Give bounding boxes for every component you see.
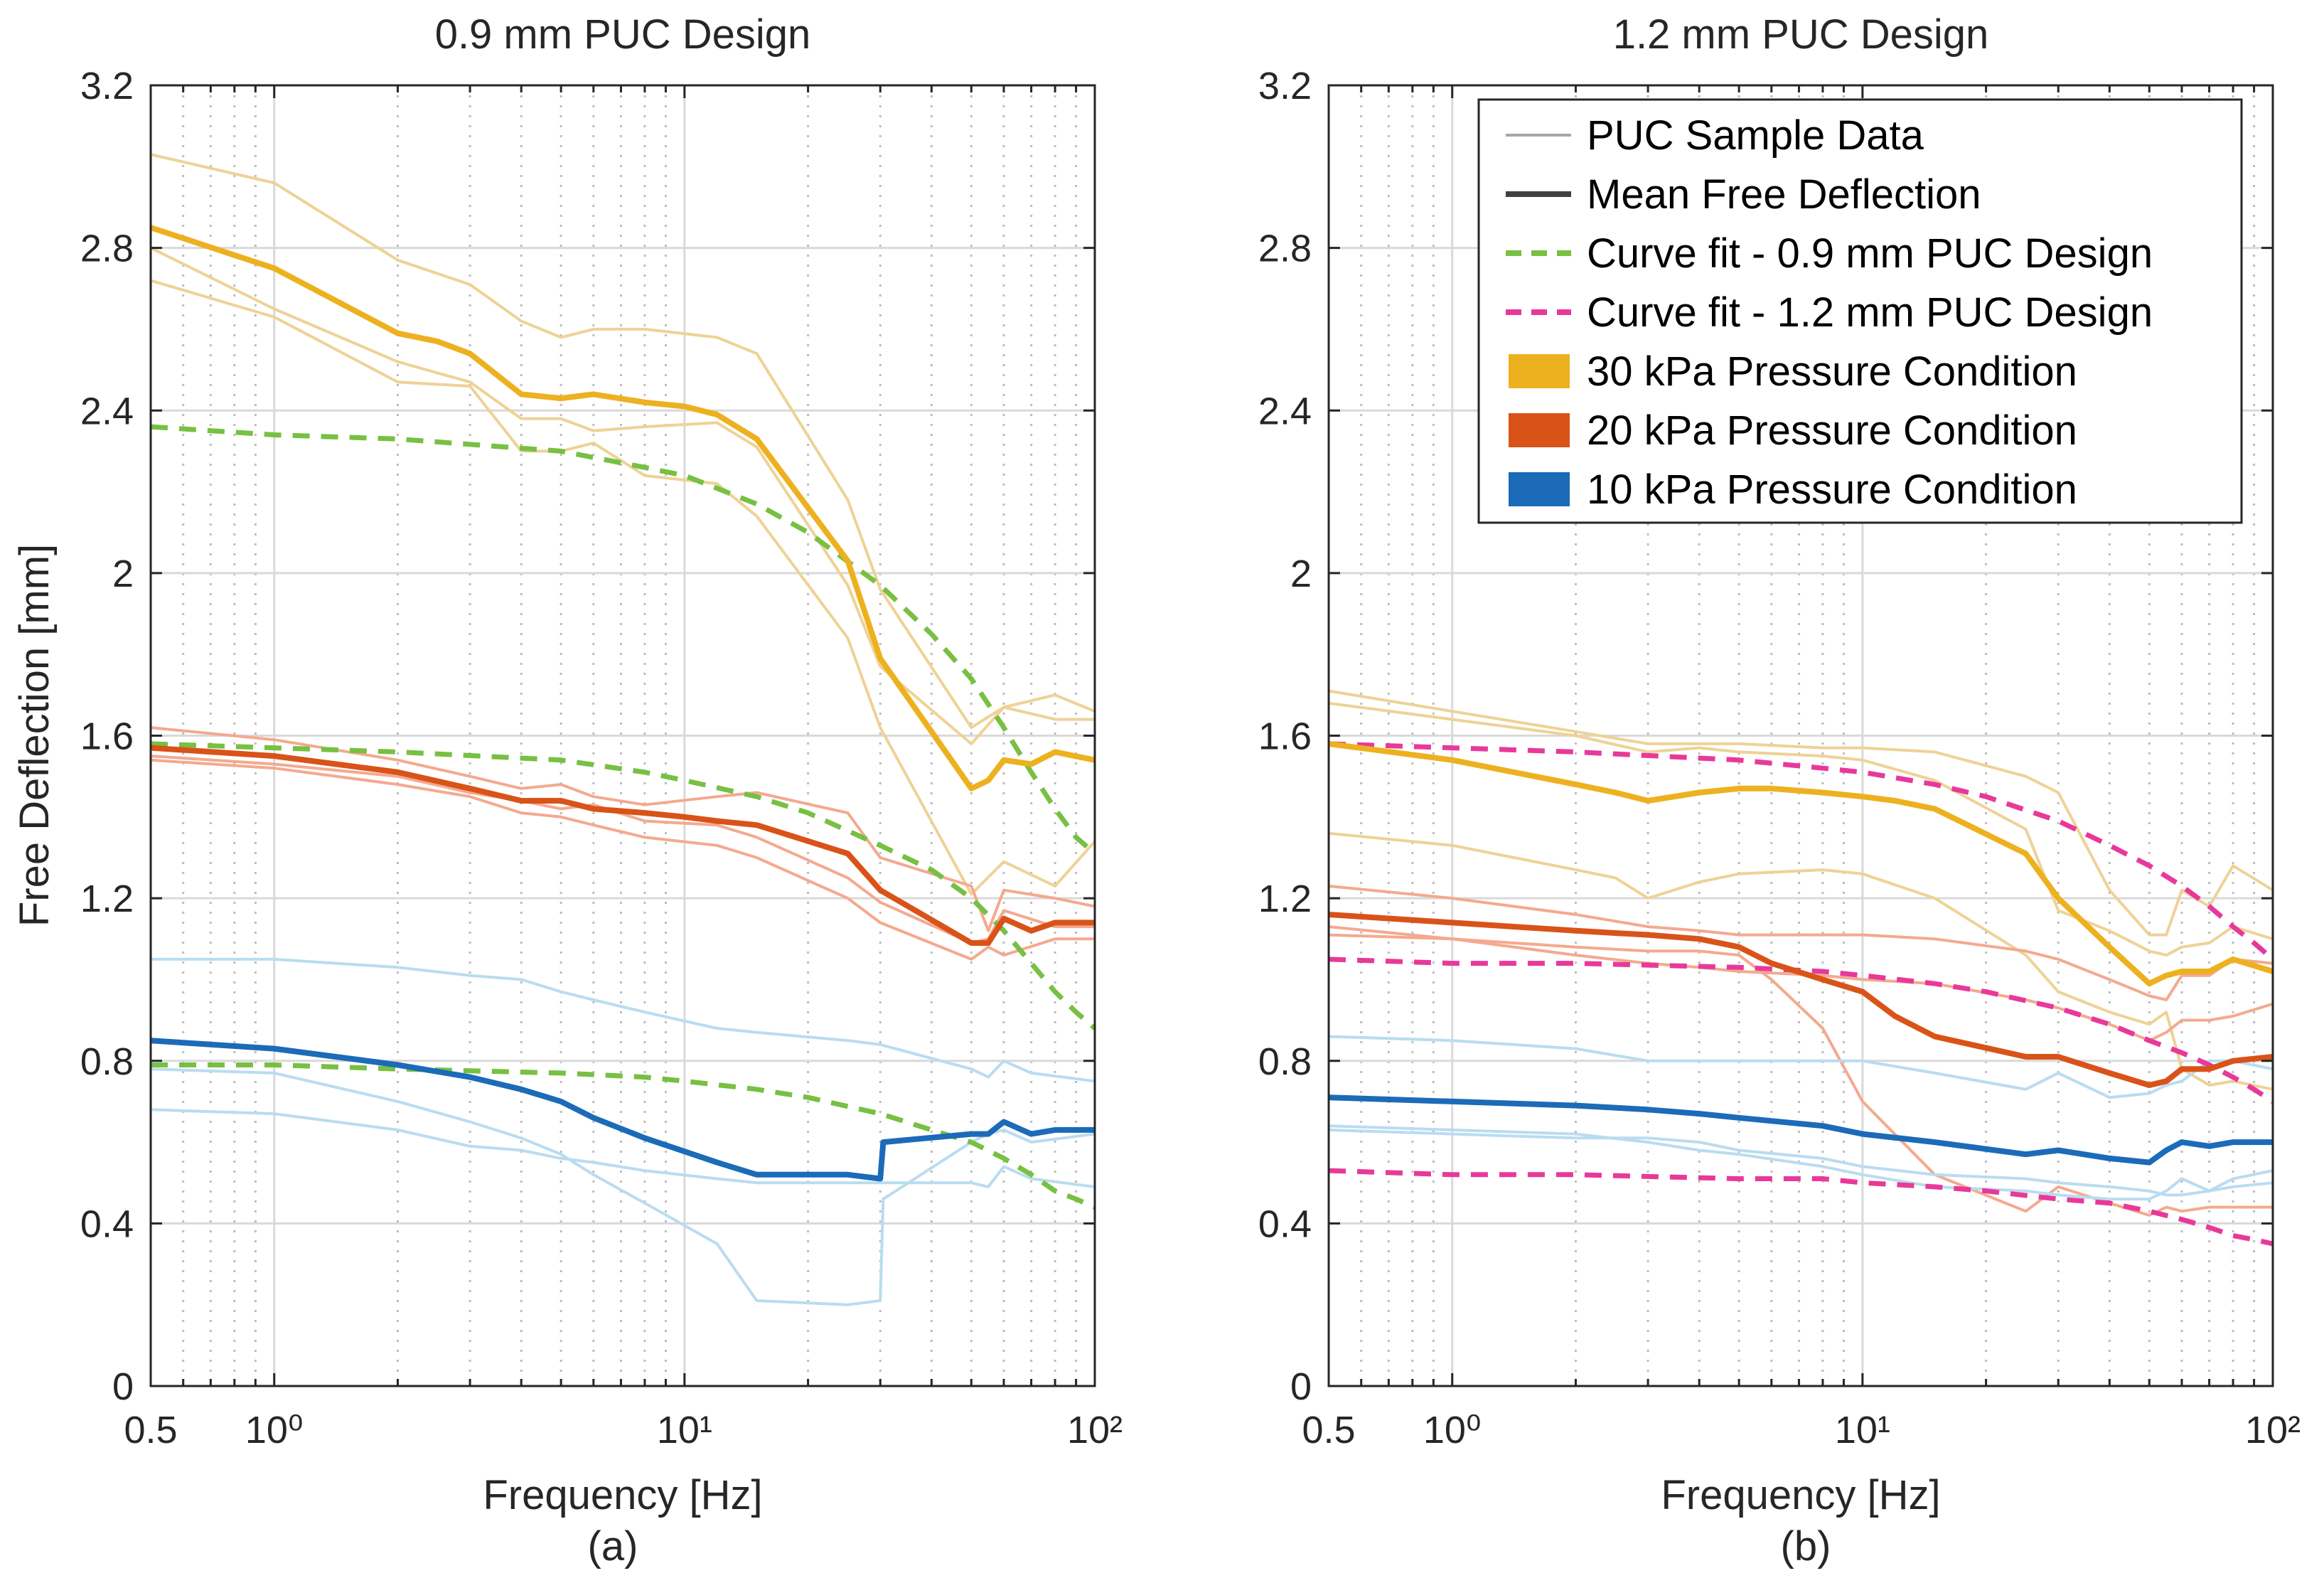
panel-b-series-30-kpa-sample-2 (1328, 701, 2274, 957)
panel-a-ytick-label: 2.8 (80, 228, 134, 270)
panel-b-panel-label: (b) (1781, 1523, 1831, 1569)
panel-a-xtick-label: 10¹ (657, 1409, 712, 1451)
panel-a-series-10-kpa-mean (150, 1038, 1095, 1182)
panel-a-ytick-label: 1.2 (80, 878, 134, 920)
legend-entry-10kpa: 10 kPa Pressure Condition (1509, 467, 2077, 513)
panel-b-ytick-label: 1.6 (1258, 715, 1312, 758)
panel-b-ytick-label: 0.4 (1258, 1203, 1312, 1245)
legend-box (1477, 98, 2243, 524)
panel-a-series-curve-fit-10-kpa (151, 1062, 1096, 1210)
panel-b-series-30-kpa-mean (1328, 740, 2274, 987)
legend-entry-20kpa: 20 kPa Pressure Condition (1509, 407, 2077, 454)
panel-a-panel-label: (a) (588, 1523, 638, 1569)
panel-b-ticks: 0 0.4 0.8 1.2 1.6 2 2.4 2.8 3.2 0.5 10⁰ 10¹ 10² (1258, 65, 2301, 1451)
panel-b-series (1328, 689, 2275, 1247)
panel-a-series-30-kpa-sample-1 (150, 153, 1096, 730)
panel-a-xlabel: Frequency [Hz] (483, 1472, 762, 1518)
panel-b-series-10-kpa-mean (1328, 1094, 2273, 1166)
panel-a-ytick-label: 1.6 (80, 715, 134, 758)
legend-entry-mean: Mean Free Deflection (1506, 171, 1981, 218)
panel-a-ytick-label: 2 (112, 553, 134, 595)
legend-entry-fit-12: Curve fit - 1.2 mm PUC Design (1506, 289, 2153, 336)
panel-a-series-20-kpa-mean (150, 745, 1095, 946)
panel-b-ytick-label: 2.8 (1258, 228, 1312, 270)
panel-a-ytick-label: 2.4 (80, 390, 134, 432)
panel-a-ytick-label: 0 (112, 1365, 134, 1408)
panel-b-xtick-label: 10¹ (1835, 1409, 1890, 1451)
panel-b-ytick-label: 3.2 (1258, 65, 1312, 107)
legend-label-sample-data: PUC Sample Data (1587, 112, 1924, 159)
legend-swatch-10kpa (1509, 472, 1570, 506)
panel-b-series-10-kpa-sample-1 (1328, 1035, 2274, 1099)
panel-a-series-20-kpa-sample-2 (150, 755, 1095, 944)
panel-b-xtick-label: 10⁰ (1423, 1409, 1482, 1451)
legend-label-fit-12: Curve fit - 1.2 mm PUC Design (1587, 289, 2153, 336)
panel-a-ytick-label: 0.8 (80, 1040, 134, 1083)
legend-entry-30kpa: 30 kPa Pressure Condition (1509, 348, 2077, 395)
panel-a-series (149, 153, 1097, 1306)
panel-b-xlabel: Frequency [Hz] (1661, 1472, 1940, 1518)
legend-label-fit-09: Curve fit - 0.9 mm PUC Design (1587, 230, 2153, 277)
panel-b-series-10-kpa-sample-2 (1328, 1124, 2274, 1201)
panel-b-ytick-label: 2.4 (1258, 390, 1312, 432)
panel-a: 0 0.4 0.8 1.2 1.6 2 2.4 2.8 3.2 0.5 10⁰ 10¹ 10² 0.9 … (11, 11, 1123, 1569)
panel-b: 0 0.4 0.8 1.2 1.6 2 2.4 2.8 3.2 0.5 10⁰ 10¹ 10² 1.2 … (1258, 11, 2301, 1569)
panel-b-series-10-kpa-sample-3 (1328, 1128, 2274, 1197)
panel-b-ytick-label: 0 (1290, 1365, 1312, 1408)
panel-a-series-curve-fit-20-kpa (150, 741, 1097, 1030)
panel-b-title: 1.2 mm PUC Design (1613, 11, 1989, 58)
legend-entry-fit-09: Curve fit - 0.9 mm PUC Design (1506, 230, 2153, 277)
panel-b-series-20-kpa-sample-2 (1328, 925, 2274, 1043)
panel-a-ytick-label: 3.2 (80, 65, 134, 107)
panel-b-series-20-kpa-mean (1328, 912, 2274, 1088)
panel-a-xtick-label: 0.5 (124, 1409, 177, 1451)
panel-a-series-20-kpa-sample-3 (150, 758, 1095, 961)
legend-label-30kpa: 30 kPa Pressure Condition (1587, 348, 2077, 395)
legend-swatch-30kpa (1509, 354, 1570, 388)
panel-a-series-10-kpa-sample-1 (151, 957, 1096, 1083)
panel-b-ytick-label: 0.8 (1258, 1040, 1312, 1083)
panel-b-xtick-label: 0.5 (1302, 1409, 1355, 1451)
panel-a-series-30-kpa-sample-2 (150, 246, 1095, 745)
panel-a-ytick-label: 0.4 (80, 1203, 134, 1245)
panel-b-series-20-kpa-sample-1 (1328, 885, 2274, 1001)
panel-a-grid (151, 85, 1095, 1386)
panel-a-series-30-kpa-sample-3 (150, 279, 1096, 896)
panel-b-series-curve-fit-30-kpa (1328, 741, 2275, 961)
legend-entry-sample-data: PUC Sample Data (1506, 112, 1924, 159)
legend: PUC Sample Data Mean Free Deflection Cur… (1477, 98, 2243, 524)
panel-a-title: 0.9 mm PUC Design (435, 11, 811, 58)
legend-swatch-20kpa (1509, 413, 1570, 447)
panel-b-ytick-label: 2 (1290, 553, 1312, 595)
panel-a-series-30-kpa-mean (149, 225, 1096, 792)
panel-a-series-20-kpa-sample-1 (150, 726, 1096, 932)
panel-a-xtick-label: 10² (1067, 1409, 1123, 1451)
panel-b-series-curve-fit-20-kpa (1328, 956, 2274, 1104)
legend-label-10kpa: 10 kPa Pressure Condition (1587, 467, 2077, 513)
legend-label-mean: Mean Free Deflection (1587, 171, 1981, 218)
panel-a-series-10-kpa-sample-3 (150, 1108, 1096, 1188)
panel-a-ticks: 0 0.4 0.8 1.2 1.6 2 2.4 2.8 3.2 0.5 10⁰ 10¹ 10² (80, 65, 1123, 1451)
panel-a-ylabel: Free Deflection [mm] (11, 544, 58, 927)
panel-b-series-curve-fit-10-kpa (1328, 1168, 2274, 1247)
panel-b-xtick-label: 10² (2245, 1409, 2301, 1451)
panel-b-ytick-label: 1.2 (1258, 878, 1312, 920)
legend-label-20kpa: 20 kPa Pressure Condition (1587, 407, 2077, 454)
panel-a-xtick-label: 10⁰ (245, 1409, 304, 1451)
panel-b-series-30-kpa-sample-1 (1328, 689, 2274, 937)
